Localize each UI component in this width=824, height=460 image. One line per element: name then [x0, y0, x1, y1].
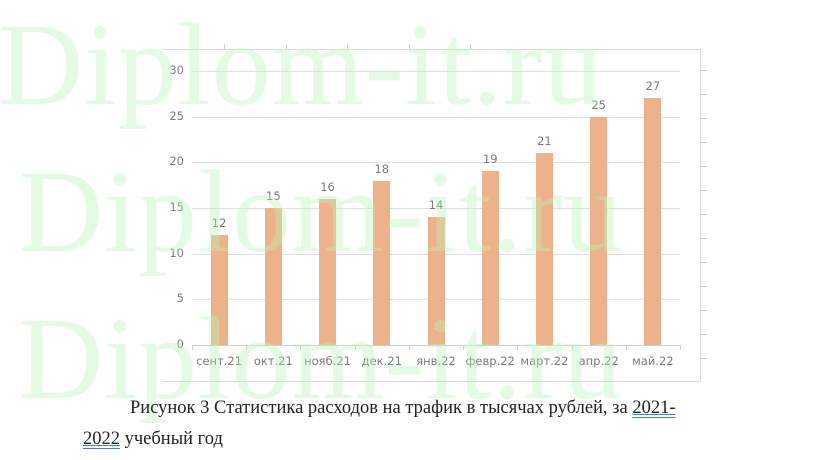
y-tick-label: 0 [176, 337, 184, 351]
figure-caption-line1: Рисунок 3 Статистика расходов на трафик … [130, 398, 676, 419]
bar [481, 171, 499, 345]
data-label: 25 [591, 97, 606, 112]
x-tick-label: сент.21 [196, 354, 243, 368]
x-axis-line [192, 345, 680, 346]
x-tick [408, 345, 410, 350]
x-tick [625, 345, 627, 350]
y-tick-label: 15 [169, 200, 184, 214]
figure-caption-line2: 2022 учебный год [83, 429, 223, 450]
x-tick-label: нояб.21 [304, 354, 351, 368]
x-tick [192, 345, 193, 350]
y-tick-label: 30 [169, 63, 184, 77]
data-label: 18 [374, 161, 390, 176]
x-tick [517, 345, 519, 350]
frame-tick [470, 44, 471, 49]
frame-tick [224, 44, 225, 49]
frame-tick [701, 238, 707, 239]
x-tick-label: март.22 [520, 354, 569, 368]
data-label: 21 [537, 134, 552, 149]
frame-tick [701, 214, 707, 215]
caption-year-end: 2022 [83, 429, 120, 449]
gridline [192, 162, 680, 164]
plot-area: 12 15 16 18 14 19 21 25 27 [192, 71, 681, 350]
x-tick [571, 345, 573, 350]
x-tick [246, 345, 248, 350]
gridline [192, 116, 680, 118]
x-tick-label: янв.22 [416, 354, 456, 368]
x-tick-label: апр.22 [578, 354, 619, 368]
x-tick-label: май.22 [632, 354, 674, 368]
bar [373, 180, 391, 345]
caption-text: учебный год [120, 429, 223, 449]
data-label: 12 [211, 216, 227, 231]
frame-tick [701, 310, 707, 311]
frame-tick [701, 190, 707, 191]
bar [590, 116, 608, 345]
x-tick [354, 345, 356, 350]
x-tick [680, 345, 681, 350]
caption-year-start: 2021- [632, 398, 676, 418]
frame-tick [701, 166, 707, 167]
x-tick [300, 345, 302, 350]
bar [264, 208, 282, 345]
y-tick-label: 25 [169, 108, 184, 123]
caption-text: Рисунок 3 Статистика расходов на трафик … [130, 398, 633, 418]
chart-frame [163, 49, 701, 382]
frame-tick [286, 44, 287, 49]
data-label: 16 [320, 179, 335, 194]
data-label: 19 [482, 152, 498, 167]
frame-tick [701, 286, 707, 287]
x-tick [463, 345, 465, 350]
y-tick-label: 10 [169, 245, 184, 260]
bar [210, 235, 228, 345]
frame-tick [701, 118, 707, 119]
bar [319, 198, 337, 345]
x-tick-label: февр.22 [465, 354, 515, 368]
gridline [192, 208, 680, 209]
bar [535, 153, 553, 345]
bar [427, 217, 445, 345]
frame-tick [701, 358, 707, 359]
x-tick-label: окт.21 [253, 354, 293, 368]
frame-tick [701, 94, 707, 95]
frame-tick [701, 334, 707, 335]
data-label: 15 [266, 189, 281, 203]
frame-tick [701, 262, 707, 263]
y-tick-label: 5 [176, 291, 184, 306]
gridline [192, 71, 680, 72]
x-tick-label: дек.21 [361, 354, 402, 368]
frame-tick [409, 44, 410, 49]
frame-tick [701, 70, 707, 71]
data-label: 27 [645, 79, 661, 94]
bar [644, 98, 662, 345]
frame-tick [701, 142, 707, 143]
data-label: 14 [428, 198, 444, 213]
frame-tick [347, 44, 348, 49]
y-tick-label: 20 [169, 154, 184, 169]
